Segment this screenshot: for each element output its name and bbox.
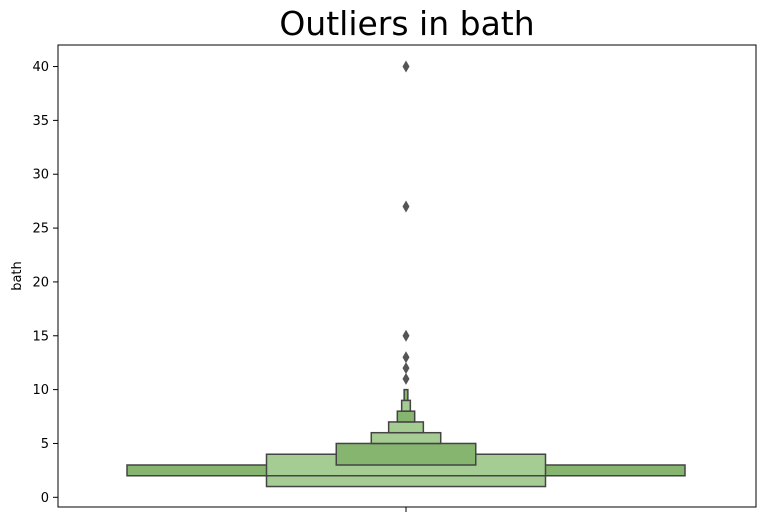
- boxen-box-7: [400, 399, 412, 412]
- boxen-boxes: [126, 388, 686, 488]
- y-axis-label: bath: [10, 261, 25, 291]
- outlier-point: [402, 372, 410, 385]
- chart-title: Outliers in bath: [279, 4, 535, 43]
- boxen-box-3: [335, 442, 477, 466]
- y-tick-label: 40: [32, 60, 49, 75]
- y-tick-label: 5: [41, 437, 49, 452]
- y-tick-label: 25: [32, 222, 49, 237]
- outlier-point: [402, 362, 410, 375]
- boxen-box-8: [403, 388, 409, 402]
- outlier-point: [402, 329, 410, 342]
- y-tick-label: 0: [41, 491, 49, 506]
- y-tick-label: 20: [32, 275, 49, 290]
- y-tick-label: 10: [32, 383, 49, 398]
- outlier-point: [402, 200, 410, 213]
- plot-frame: [57, 44, 757, 508]
- outlier-point: [402, 351, 410, 364]
- boxen-box-6: [396, 410, 416, 423]
- boxen-box-4: [370, 431, 442, 445]
- outlier-markers: [402, 60, 410, 385]
- y-tick-label: 30: [32, 168, 49, 183]
- outlier-point: [402, 60, 410, 73]
- boxen-box-5: [387, 421, 425, 434]
- y-tick-label: 15: [32, 329, 49, 344]
- y-tick-label: 35: [32, 114, 49, 129]
- y-axis-ticks: 0 5 10 15 20 25 30 35 40: [32, 60, 58, 506]
